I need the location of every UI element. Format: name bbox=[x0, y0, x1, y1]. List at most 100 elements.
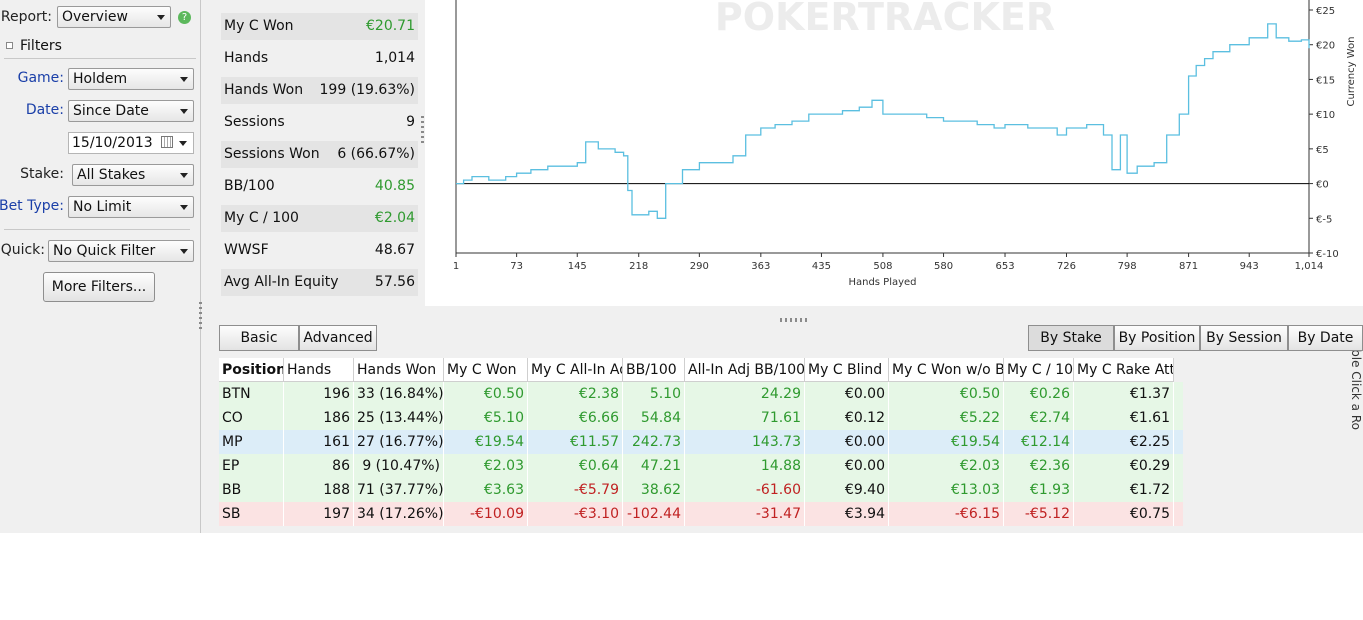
table-cell: €6.66 bbox=[528, 406, 623, 430]
table-row[interactable]: SB 197 34 (17.26%) -€10.09 -€3.10 -102.44 -31.… bbox=[219, 502, 1183, 526]
quick-filter-value: No Quick Filter bbox=[53, 243, 156, 259]
column-header[interactable]: My C Blind bbox=[805, 358, 889, 382]
table-row[interactable]: BTN 196 33 (16.84%) €0.50 €2.38 5.10 24.29 €0.0… bbox=[219, 382, 1183, 406]
column-header[interactable]: All-In Adj BB/100 bbox=[685, 358, 805, 382]
column-header[interactable]: My C Won bbox=[444, 358, 528, 382]
date-label: Date: bbox=[25, 102, 64, 118]
chevron-down-icon bbox=[180, 77, 188, 82]
tab-advanced[interactable]: Advanced bbox=[299, 325, 377, 351]
table-cell: €2.03 bbox=[889, 454, 1004, 478]
tab-by-date[interactable]: By Date bbox=[1288, 325, 1363, 351]
quick-filter-dropdown[interactable]: No Quick Filter bbox=[48, 240, 194, 262]
filters-title: Filters bbox=[20, 38, 62, 54]
column-header[interactable]: My C All-In Adj bbox=[528, 358, 623, 382]
table-cell: 9 (10.47%) bbox=[354, 454, 444, 478]
winnings-line bbox=[456, 23, 1310, 219]
table-cell: 14.88 bbox=[685, 454, 805, 478]
stat-row: Sessions Won 6 (66.67%) bbox=[221, 141, 418, 168]
y-tick-label: €25 bbox=[1316, 6, 1335, 17]
table-row[interactable]: MP 161 27 (16.77%) €19.54 €11.57 242.73 143.73… bbox=[219, 430, 1183, 454]
x-tick-label: 580 bbox=[934, 261, 953, 272]
table-cell: €0.00 bbox=[805, 454, 889, 478]
chevron-down-icon bbox=[180, 249, 188, 254]
table-cell: 24.29 bbox=[685, 382, 805, 406]
chevron-down-icon[interactable] bbox=[179, 141, 187, 146]
column-header[interactable]: My C Won w/o Blinds bbox=[889, 358, 1004, 382]
table-cell: -€10.09 bbox=[444, 502, 528, 526]
table-cell: €5.10 bbox=[444, 406, 528, 430]
table-cell: 196 bbox=[284, 382, 354, 406]
table-cell: €2.38 bbox=[528, 382, 623, 406]
date-input[interactable]: 15/10/2013 bbox=[68, 132, 194, 154]
chart-splitter[interactable] bbox=[421, 116, 424, 146]
table-cell: -61.60 bbox=[685, 478, 805, 502]
table-cell: €0.12 bbox=[805, 406, 889, 430]
table-cell: 54.84 bbox=[623, 406, 685, 430]
column-header[interactable]: Position bbox=[219, 358, 284, 382]
stat-row: My C / 100 €2.04 bbox=[221, 205, 418, 232]
game-label: Game: bbox=[17, 70, 64, 86]
divider bbox=[4, 58, 196, 59]
table-cell: -€5.79 bbox=[528, 478, 623, 502]
report-dropdown[interactable]: Overview bbox=[57, 6, 171, 28]
table-cell: €0.26 bbox=[1004, 382, 1074, 406]
stat-row: Hands 1,014 bbox=[221, 45, 418, 72]
column-header[interactable]: Hands Won bbox=[354, 358, 444, 382]
chevron-down-icon bbox=[180, 205, 188, 210]
table-cell: €0.50 bbox=[889, 382, 1004, 406]
stake-dropdown[interactable]: All Stakes bbox=[72, 164, 194, 186]
bet-type-dropdown[interactable]: No Limit bbox=[68, 196, 194, 218]
stat-row: BB/100 40.85 bbox=[221, 173, 418, 200]
date-input-value: 15/10/2013 bbox=[72, 135, 153, 151]
table-cell: €3.94 bbox=[805, 502, 889, 526]
horizontal-splitter[interactable] bbox=[780, 318, 810, 322]
y-tick-label: €0 bbox=[1316, 180, 1329, 191]
stat-label: My C Won bbox=[224, 18, 294, 34]
table-cell: 242.73 bbox=[623, 430, 685, 454]
x-tick-label: 653 bbox=[995, 261, 1014, 272]
x-tick-label: 73 bbox=[510, 261, 523, 272]
stat-value: 9 bbox=[406, 114, 415, 130]
calendar-icon[interactable] bbox=[161, 136, 173, 148]
tab-by-session[interactable]: By Session bbox=[1200, 325, 1288, 351]
x-tick-label: 145 bbox=[568, 261, 587, 272]
stat-value: 48.67 bbox=[374, 242, 415, 258]
stat-label: My C / 100 bbox=[224, 210, 299, 226]
stat-value: 6 (66.67%) bbox=[337, 146, 415, 162]
x-tick-label: 1 bbox=[453, 261, 459, 272]
table-cell: 186 bbox=[284, 406, 354, 430]
date-dropdown[interactable]: Since Date bbox=[68, 100, 194, 122]
table-cell: €12.14 bbox=[1004, 430, 1074, 454]
column-header[interactable]: My C Rake Attrib bbox=[1074, 358, 1174, 382]
divider bbox=[4, 229, 190, 230]
table-cell: €0.64 bbox=[528, 454, 623, 478]
table-cell: 71.61 bbox=[685, 406, 805, 430]
table-cell: €5.22 bbox=[889, 406, 1004, 430]
panel-splitter[interactable] bbox=[199, 302, 202, 332]
stat-value: 40.85 bbox=[374, 178, 415, 194]
table-cell: -€6.15 bbox=[889, 502, 1004, 526]
column-header[interactable]: BB/100 bbox=[623, 358, 685, 382]
tab-by-stake[interactable]: By Stake bbox=[1028, 325, 1114, 351]
stat-value: €20.71 bbox=[366, 18, 415, 34]
help-icon[interactable]: ? bbox=[178, 11, 191, 24]
table-cell: €0.00 bbox=[805, 382, 889, 406]
x-tick-label: 726 bbox=[1057, 261, 1076, 272]
bet-type-label: Bet Type: bbox=[0, 198, 64, 214]
table-cell: €19.54 bbox=[444, 430, 528, 454]
x-tick-label: 363 bbox=[751, 261, 770, 272]
y-tick-label: €-10 bbox=[1316, 249, 1339, 260]
table-row[interactable]: BB 188 71 (37.77%) €3.63 -€5.79 38.62 -61.60 €9… bbox=[219, 478, 1183, 502]
table-cell: €19.54 bbox=[889, 430, 1004, 454]
table-row[interactable]: CO 186 25 (13.44%) €5.10 €6.66 54.84 71.61 €0.1… bbox=[219, 406, 1183, 430]
collapse-icon[interactable] bbox=[6, 42, 13, 49]
stat-row: Hands Won 199 (19.63%) bbox=[221, 77, 418, 104]
more-filters-button[interactable]: More Filters... bbox=[43, 272, 155, 302]
table-cell: 27 (16.77%) bbox=[354, 430, 444, 454]
table-row[interactable]: EP 86 9 (10.47%) €2.03 €0.64 47.21 14.88 €0.00 €… bbox=[219, 454, 1183, 478]
column-header[interactable]: Hands bbox=[284, 358, 354, 382]
tab-basic[interactable]: Basic bbox=[219, 325, 299, 351]
game-dropdown[interactable]: Holdem bbox=[68, 68, 194, 90]
tab-by-position[interactable]: By Position bbox=[1114, 325, 1200, 351]
column-header[interactable]: My C / 100 bbox=[1004, 358, 1074, 382]
